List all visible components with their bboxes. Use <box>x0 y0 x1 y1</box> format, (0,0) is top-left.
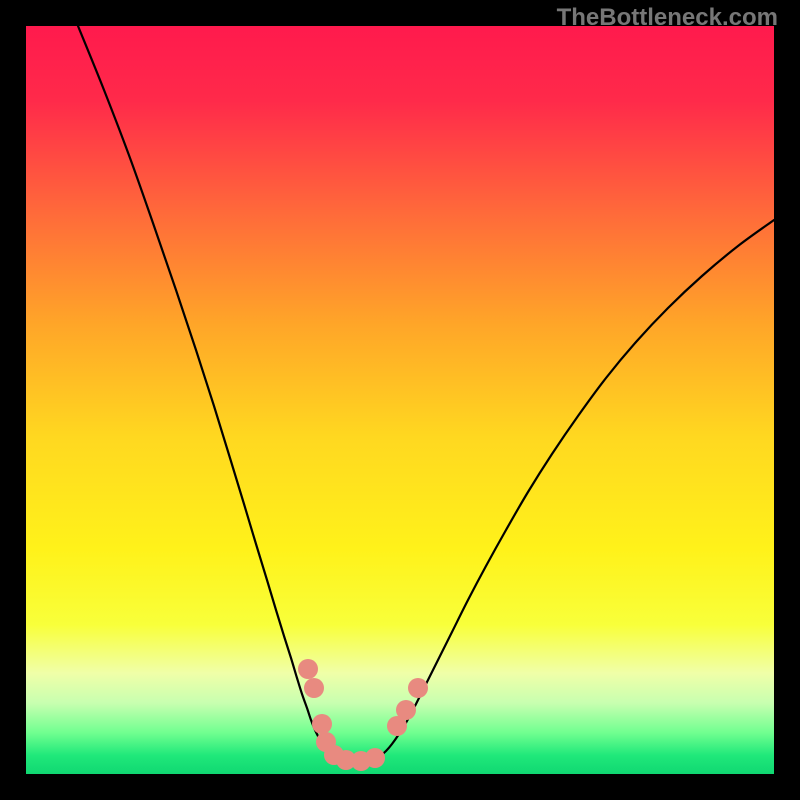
outer-frame <box>0 0 800 800</box>
data-marker <box>365 748 385 768</box>
watermark-text: TheBottleneck.com <box>557 4 778 32</box>
gradient-background <box>26 26 774 774</box>
data-marker <box>396 700 416 720</box>
data-marker <box>408 678 428 698</box>
bottleneck-plot <box>26 26 774 774</box>
data-marker <box>312 714 332 734</box>
data-marker <box>304 678 324 698</box>
data-marker <box>298 659 318 679</box>
